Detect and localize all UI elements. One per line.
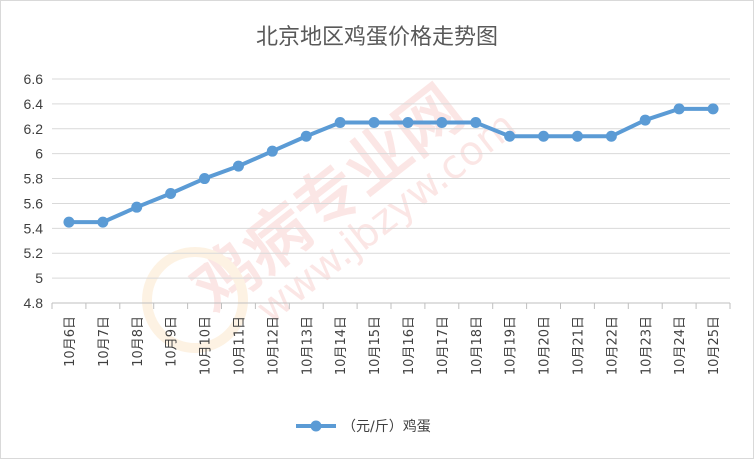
x-tick-label: 10月7日 — [97, 316, 112, 367]
legend-marker-icon — [310, 420, 322, 432]
x-tick-label: 10月15日 — [368, 316, 383, 375]
data-point — [232, 160, 244, 172]
y-tick-label: 6 — [35, 146, 43, 162]
y-tick-label: 6.4 — [24, 96, 44, 112]
x-tick-label: 10月14日 — [334, 316, 349, 375]
x-tick-label: 10月20日 — [538, 316, 553, 375]
x-tick-label: 10月16日 — [402, 316, 417, 375]
x-tick-label: 10月6日 — [63, 316, 78, 367]
x-tick-label: 10月18日 — [470, 316, 485, 375]
x-tick-label: 10月17日 — [436, 316, 451, 375]
data-point — [639, 114, 651, 126]
series-layer — [63, 103, 719, 228]
data-point — [436, 117, 448, 129]
y-tick-label: 4.8 — [24, 295, 44, 311]
data-point — [470, 117, 482, 129]
data-point — [605, 130, 617, 142]
x-tick-label: 10月10日 — [199, 316, 214, 375]
data-point — [571, 130, 583, 142]
x-tick-label: 10月13日 — [300, 316, 315, 375]
data-point — [673, 103, 685, 115]
data-point — [165, 187, 177, 199]
data-point — [402, 117, 414, 129]
y-tick-label: 5 — [35, 270, 43, 286]
x-tick-label: 10月22日 — [605, 316, 620, 375]
series-line — [66, 106, 716, 225]
data-point — [504, 130, 516, 142]
data-point — [538, 130, 550, 142]
legend: （元/斤）鸡蛋 — [296, 418, 431, 435]
x-tick-label: 10月23日 — [639, 316, 654, 375]
legend-label: （元/斤）鸡蛋 — [342, 418, 431, 435]
watermark-logo-icon — [142, 247, 248, 353]
data-point — [63, 216, 75, 228]
y-tick-label: 5.2 — [24, 245, 44, 261]
x-tick-label: 10月9日 — [165, 316, 180, 367]
x-tick-label: 10月24日 — [673, 316, 688, 375]
y-tick-label: 6.6 — [24, 71, 44, 87]
data-point — [300, 130, 312, 142]
x-axis: 10月6日 10月7日 10月8日 10月9日 10月10日 10月11日 10月12日 10… — [51, 302, 731, 375]
data-point — [707, 103, 719, 115]
y-tick-label: 5.4 — [24, 220, 44, 236]
watermark: 鸡病专业网 www.jbzyw.com — [142, 72, 525, 353]
data-point — [334, 117, 346, 129]
x-tick-label: 10月21日 — [571, 316, 586, 375]
data-point — [266, 145, 278, 157]
data-point — [199, 173, 211, 185]
y-tick-label: 5.8 — [24, 171, 44, 187]
x-tick-label: 10月8日 — [131, 316, 146, 367]
y-tick-label: 6.2 — [24, 121, 44, 137]
x-tick-label: 10月12日 — [266, 316, 281, 375]
x-tick-label: 10月11日 — [232, 316, 247, 375]
data-point — [97, 216, 109, 228]
data-point — [368, 117, 380, 129]
y-axis: 4.8 5 5.2 5.4 5.6 5.8 6 6.2 6.4 6.6 — [24, 71, 44, 311]
y-tick-label: 5.6 — [24, 195, 44, 211]
x-tick-label: 10月25日 — [707, 316, 722, 375]
chart-title: 北京地区鸡蛋价格走势图 — [256, 25, 498, 50]
x-tick-label: 10月19日 — [504, 316, 519, 375]
data-point — [131, 201, 143, 213]
